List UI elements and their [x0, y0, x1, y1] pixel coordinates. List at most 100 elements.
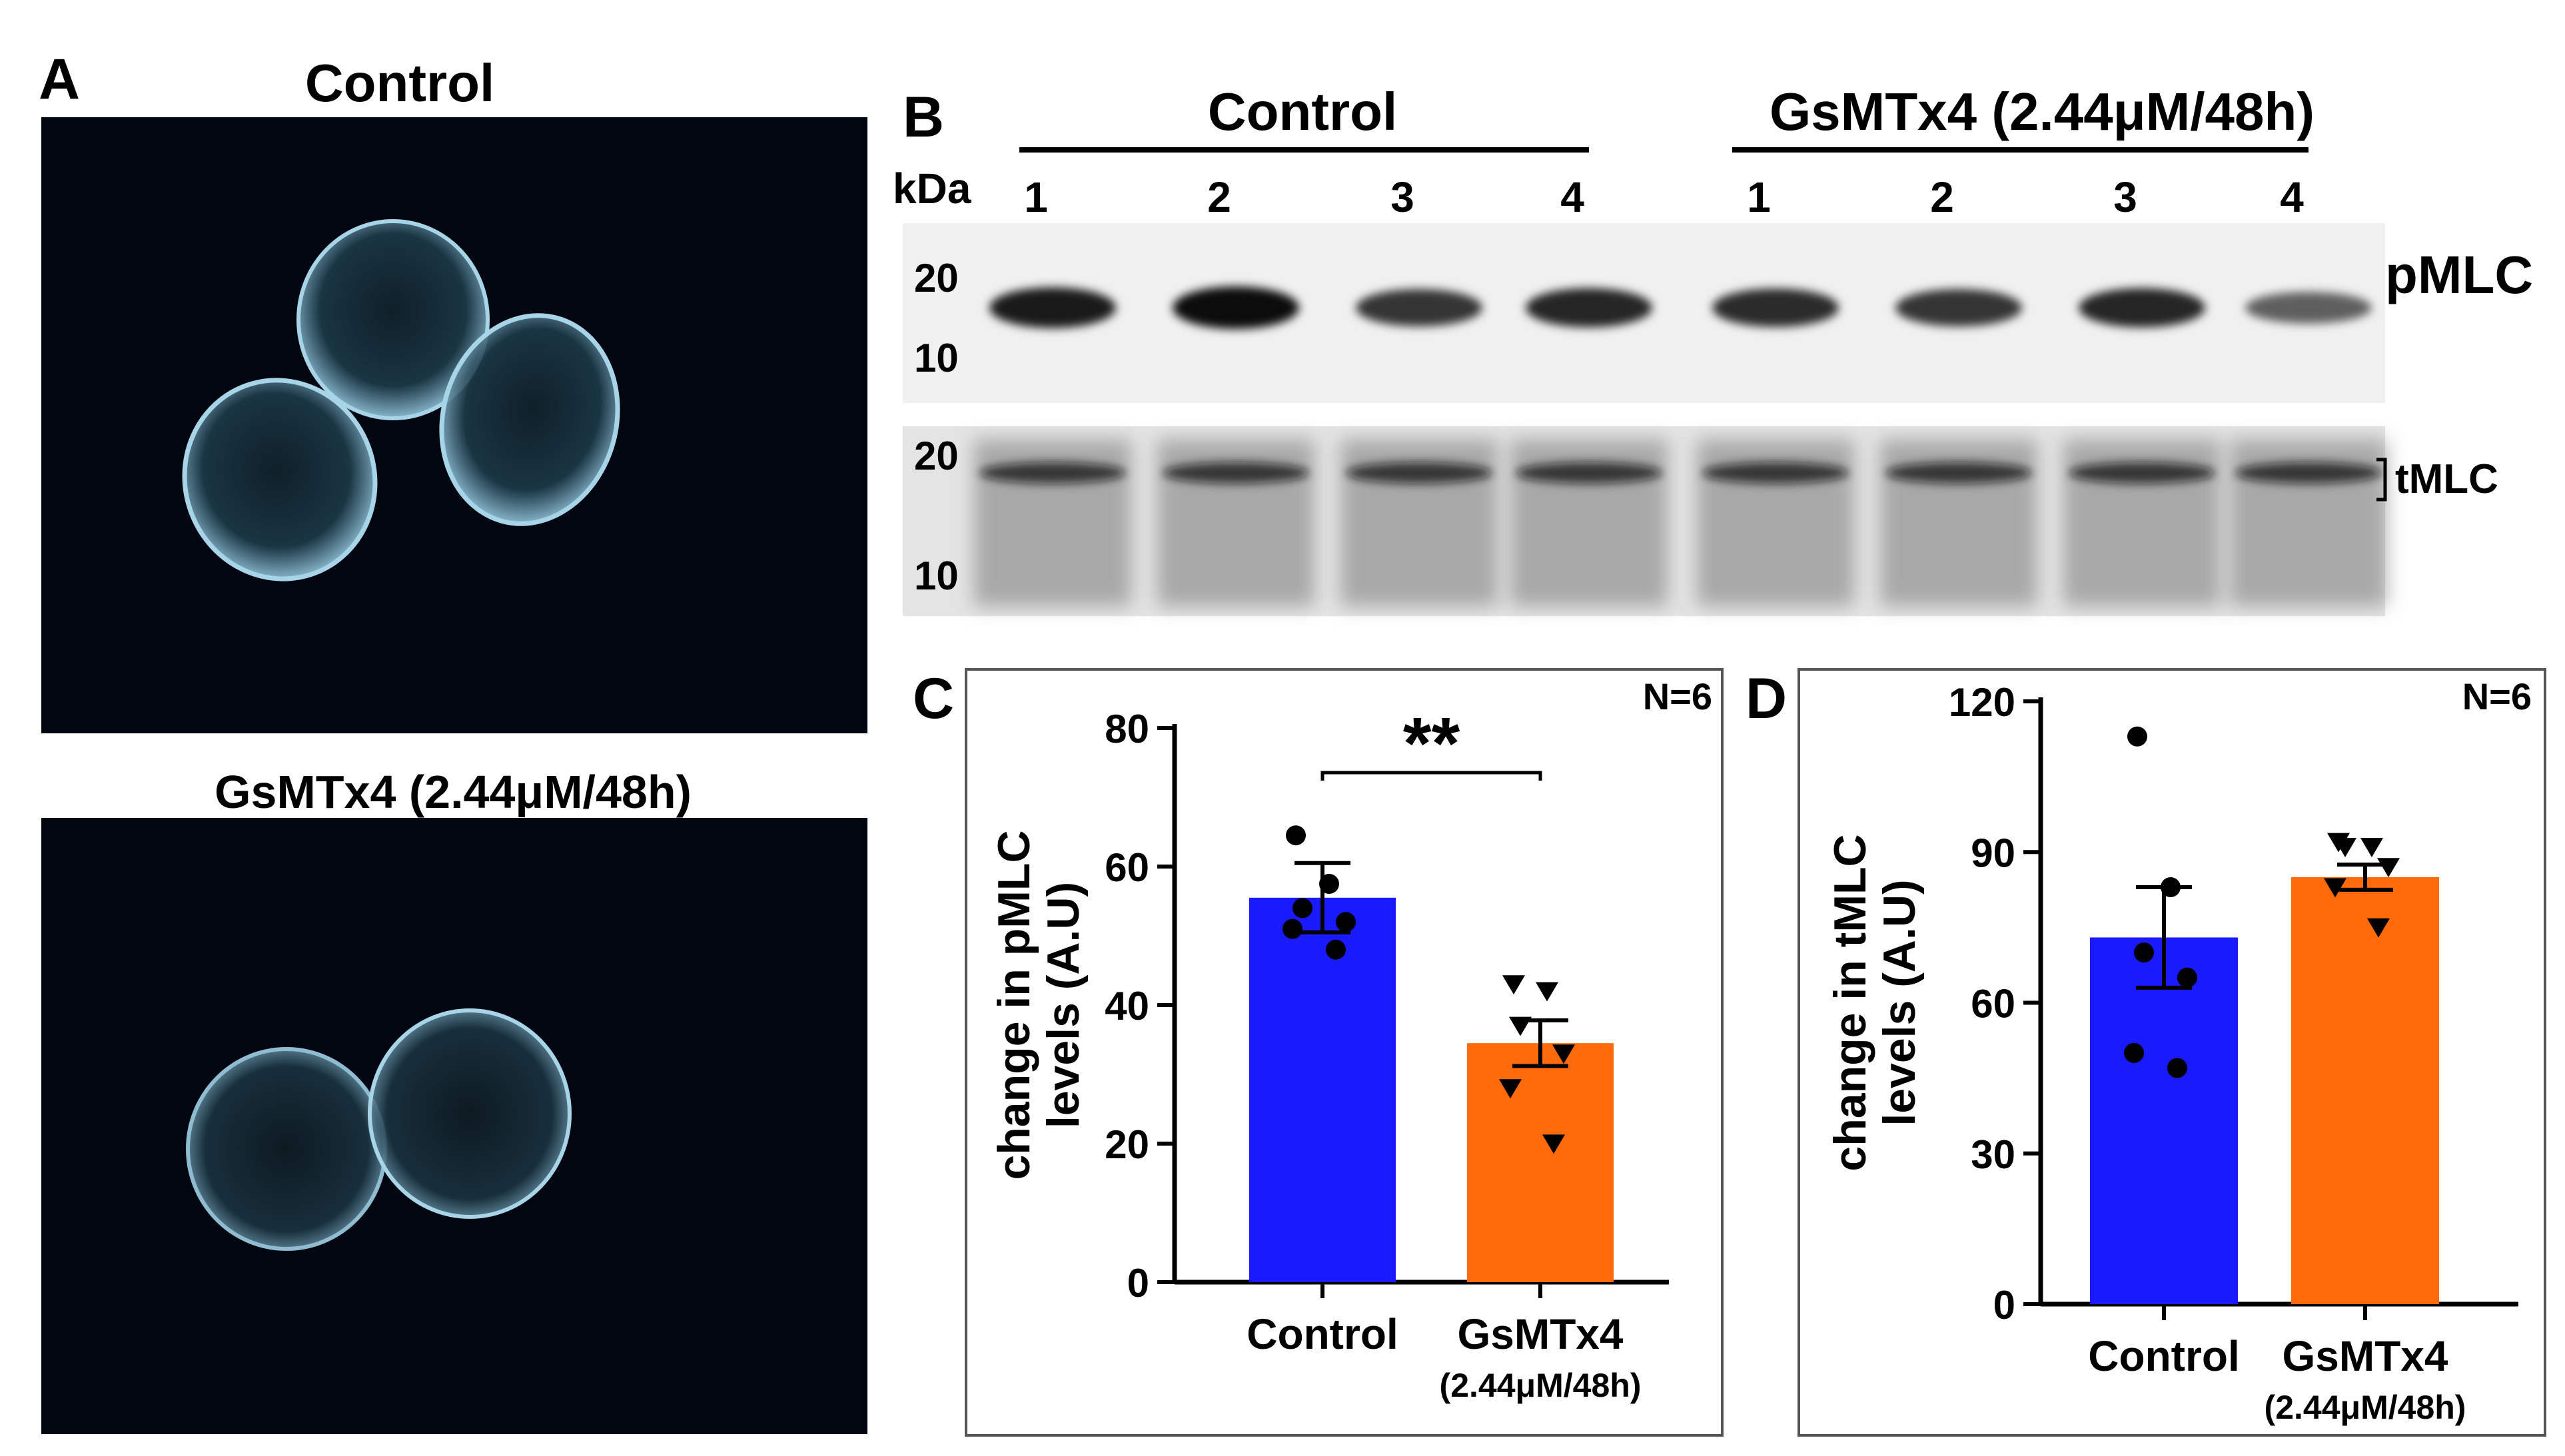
- panel-letter-c: C: [913, 667, 954, 731]
- pmlc-band: [1526, 288, 1652, 328]
- x-tick-label: Control: [1247, 1310, 1398, 1358]
- y-tick-label: 60: [1105, 845, 1149, 890]
- y-tick-label: 0: [1993, 1283, 2015, 1327]
- pmlc-band: [1173, 286, 1299, 329]
- data-point-control: [2177, 967, 2197, 988]
- n-annotation: N=6: [1643, 675, 1712, 717]
- y-tick-label: 90: [1971, 831, 2015, 875]
- data-point-control: [1336, 912, 1356, 932]
- lens-control-left: [182, 378, 378, 581]
- data-point-control: [1282, 918, 1302, 939]
- y-tick-label: 80: [1105, 707, 1149, 751]
- data-point-gsmtx4: [2334, 838, 2356, 858]
- marker-20-tmlc: 20: [914, 434, 959, 478]
- tmlc-band: [2235, 462, 2382, 484]
- band-label-pmlc: pMLC: [2385, 245, 2533, 304]
- panel-letter-d: D: [1746, 667, 1787, 731]
- marker-20-pmlc: 20: [914, 256, 959, 300]
- pmlc-band: [2245, 292, 2372, 324]
- panel-b: B Control GsMTx4 (2.44μM/48h) kDa 1 2 3 4 1 2…: [893, 82, 2533, 616]
- lane-number: 3: [1390, 173, 1414, 221]
- lens-control-top: [296, 219, 490, 420]
- y-tick-label: 20: [1105, 1122, 1149, 1167]
- data-point-control: [1319, 874, 1339, 894]
- pmlc-band: [1356, 288, 1482, 327]
- band-label-tmlc: tMLC: [2395, 456, 2498, 502]
- data-point-gsmtx4: [2324, 878, 2346, 898]
- tmlc-bands: [974, 440, 2387, 606]
- data-point-gsmtx4: [1499, 1079, 1522, 1099]
- y-axis-label: change in pMLClevels (A.U): [989, 830, 1089, 1180]
- tmlc-band: [1702, 462, 1849, 484]
- data-point-gsmtx4: [1536, 982, 1558, 1002]
- data-point-control: [2167, 1058, 2187, 1078]
- lane-number: 4: [1560, 173, 1584, 221]
- y-tick-label: 40: [1105, 984, 1149, 1028]
- panel-a-bottom-title: GsMTx4 (2.44μM/48h): [215, 766, 692, 818]
- group-label-treated: GsMTx4 (2.44μM/48h): [1770, 82, 2314, 141]
- lane-number: 3: [2113, 173, 2137, 221]
- significance-bracket: [1320, 771, 1542, 781]
- tmlc-band: [1885, 462, 2032, 484]
- data-point-gsmtx4: [2377, 858, 2400, 878]
- lane-numbers: 1 2 3 4 1 2 3 4: [1024, 173, 2304, 221]
- pmlc-band: [1895, 288, 2022, 327]
- x-tick-sublabel: (2.44μM/48h): [1440, 1367, 1642, 1404]
- tmlc-band: [1346, 462, 1492, 484]
- tmlc-band: [979, 462, 1126, 484]
- lens-photo-control: [41, 117, 867, 733]
- lens-photo-treated: [41, 818, 867, 1434]
- chart-d: 0 30 60 90 120 change in tMLClevels (A.U) Cont…: [1825, 675, 2532, 1426]
- x-tick-sublabel: (2.44μM/48h): [2265, 1389, 2466, 1426]
- data-point-control: [2161, 877, 2181, 898]
- panel-d: D 0 30 60 90 120 change in tMLClevels (A.U) Co…: [1746, 667, 2546, 1437]
- panel-c-frame: [965, 668, 1724, 1437]
- y-tick-label: 30: [1971, 1132, 2015, 1177]
- panel-d-frame: [1797, 668, 2546, 1437]
- lens-control-right: [439, 313, 620, 526]
- y-tick-label: 0: [1127, 1261, 1149, 1305]
- lane-number: 2: [1207, 173, 1231, 221]
- tmlc-band: [1516, 462, 1662, 484]
- data-point-control: [2124, 1042, 2144, 1063]
- lens-treated-left: [186, 1047, 387, 1251]
- chart-c: 0 20 40 60 80 change in pMLClevels (A.U) Contr…: [989, 675, 1712, 1404]
- bar-control: [2090, 937, 2238, 1304]
- lane-number: 4: [2280, 173, 2304, 221]
- data-point-gsmtx4: [1542, 1134, 1565, 1154]
- pmlc-band: [989, 287, 1116, 328]
- lane-number: 1: [1747, 173, 1771, 221]
- bar-gsmtx4: [2291, 877, 2439, 1304]
- y-tick-label: 120: [1949, 680, 2015, 725]
- lane-number: 2: [1930, 173, 1954, 221]
- n-annotation: N=6: [2462, 675, 2532, 717]
- panel-a-top-title: Control: [305, 53, 494, 113]
- panel-a: A Control GsMTx4 (2.44μM/48h): [39, 47, 867, 1434]
- x-tick-label: GsMTx4: [1458, 1310, 1624, 1358]
- data-point-control: [2134, 942, 2154, 963]
- data-point-control: [1292, 898, 1312, 918]
- panel-letter-a: A: [39, 47, 80, 111]
- lens-treated-right: [368, 1008, 572, 1219]
- data-point-gsmtx4: [2360, 838, 2383, 858]
- data-point-gsmtx4: [1502, 975, 1525, 995]
- pmlc-band: [1712, 288, 1839, 327]
- tmlc-bracket: [2376, 458, 2387, 502]
- data-point-gsmtx4: [1509, 1016, 1532, 1036]
- data-point-control: [1326, 939, 1346, 960]
- data-point-control: [1286, 825, 1306, 846]
- y-tick-label: 60: [1971, 982, 2015, 1026]
- bar-control: [1249, 897, 1396, 1282]
- pmlc-bands: [989, 286, 2372, 329]
- tmlc-band: [2069, 462, 2215, 484]
- y-axis-label: change in tMLClevels (A.U): [1825, 834, 1925, 1171]
- x-tick-label: Control: [2088, 1332, 2240, 1380]
- panel-c: C 0 20 40 60 80 change in pMLClevels (A.U) Con…: [913, 667, 1724, 1437]
- significance-stars: **: [1403, 703, 1460, 785]
- data-point-control: [2127, 726, 2147, 747]
- marker-10-pmlc: 10: [914, 336, 959, 380]
- bar-gsmtx4: [1467, 1043, 1614, 1282]
- x-tick-label: GsMTx4: [2283, 1332, 2448, 1380]
- group-label-control: Control: [1208, 82, 1397, 141]
